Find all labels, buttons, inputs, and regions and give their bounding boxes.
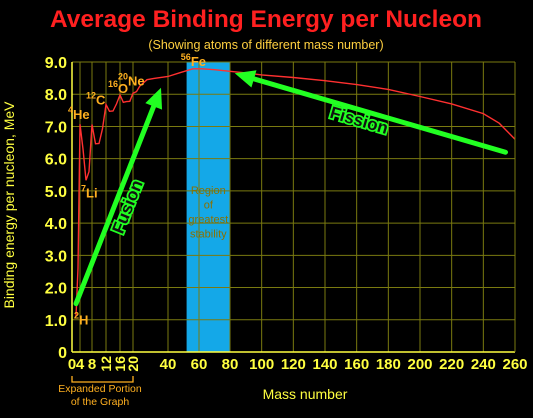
arrow-head	[145, 87, 163, 110]
chart-title: Average Binding Energy per Nucleon	[50, 6, 482, 33]
axes-layer: 0 1.0 2.0 3.0 4.0 5.0 6.0 7.0 8.0 9.0 0 60 80 100 120 1…	[45, 55, 528, 383]
y-tick-label: 3.0	[45, 248, 67, 265]
binding-energy-curve	[75, 68, 516, 317]
isotope-label: 12C	[86, 91, 106, 108]
isotope-label: 4He	[68, 105, 90, 122]
isotope-mass-number: 12	[86, 91, 96, 101]
expanded-portion-label-line1: Expanded Portion	[58, 383, 142, 395]
isotope-label: 20Ne	[118, 71, 145, 88]
isotope-symbol: C	[96, 93, 106, 108]
isotope-mass-number: 16	[108, 79, 118, 89]
isotope-label: 56Fe	[181, 52, 206, 69]
x-tick-label-expanded: 4	[76, 356, 85, 373]
chart-subtitle: (Showing atoms of different mass number)	[148, 38, 383, 52]
isotope-mass-number: 20	[118, 71, 128, 81]
stability-region-label: stability	[190, 229, 227, 241]
stability-region-label: greatest	[188, 214, 228, 226]
y-tick-label: 6.0	[45, 152, 67, 169]
x-tick-label: 180	[376, 356, 401, 373]
isotope-mass-number: 2	[74, 311, 79, 321]
x-tick-label: 80	[222, 356, 239, 373]
y-axis-label: Binding energy per nucleon, MeV	[1, 101, 17, 309]
isotope-symbol: Li	[86, 186, 98, 201]
y-tick-label: 9.0	[45, 55, 67, 72]
x-tick-label-expanded: 8	[88, 356, 96, 373]
isotope-symbol: He	[73, 107, 90, 122]
isotope-mass-number: 56	[181, 52, 191, 62]
x-tick-label: 260	[502, 356, 527, 373]
y-tick-label: 2.0	[45, 281, 67, 298]
x-tick-label-expanded: 40	[160, 356, 177, 373]
x-tick-label: 220	[439, 356, 464, 373]
x-tick-label-expanded: 16	[112, 356, 128, 372]
y-tick-label: 1.0	[45, 313, 67, 330]
isotope-symbol: Ne	[128, 73, 145, 88]
x-tick-label: 160	[344, 356, 369, 373]
y-tick-label: 0	[58, 345, 67, 362]
x-tick-label-expanded: 12	[98, 356, 114, 372]
arrow-shaft	[73, 103, 157, 307]
expanded-portion-bracket	[71, 376, 134, 383]
grid-layer	[72, 61, 516, 352]
x-tick-label: 0	[68, 356, 76, 373]
x-tick-label: 100	[249, 356, 274, 373]
x-tick-label: 200	[407, 356, 432, 373]
x-tick-label: 140	[312, 356, 337, 373]
expanded-portion-label-line2: of the Graph	[71, 396, 130, 408]
x-axis-label: Mass number	[263, 386, 348, 402]
x-tick-label-expanded: 20	[125, 356, 141, 372]
isotope-label: 7Li	[81, 184, 98, 201]
y-tick-label: 4.0	[45, 216, 67, 233]
stability-region-label: of	[204, 200, 214, 212]
y-tick-label: 8.0	[45, 87, 67, 104]
curve-layer	[75, 68, 516, 317]
arrow-shaft	[251, 76, 508, 155]
x-tick-label: 60	[191, 356, 208, 373]
isotope-mass-number: 7	[81, 184, 86, 194]
x-tick-label: 240	[471, 356, 496, 373]
isotope-mass-number: 4	[68, 105, 73, 115]
isotope-symbol: O	[118, 81, 128, 96]
y-tick-label: 7.0	[45, 119, 67, 136]
isotope-symbol: Fe	[191, 54, 206, 69]
isotope-label: 2H	[74, 311, 88, 328]
isotope-symbol: H	[79, 313, 88, 328]
y-tick-label: 5.0	[45, 184, 67, 201]
isotope-label: 16O	[108, 79, 128, 96]
x-tick-label: 120	[281, 356, 306, 373]
arrow-head	[234, 70, 257, 88]
stability-region-band	[186, 62, 230, 352]
